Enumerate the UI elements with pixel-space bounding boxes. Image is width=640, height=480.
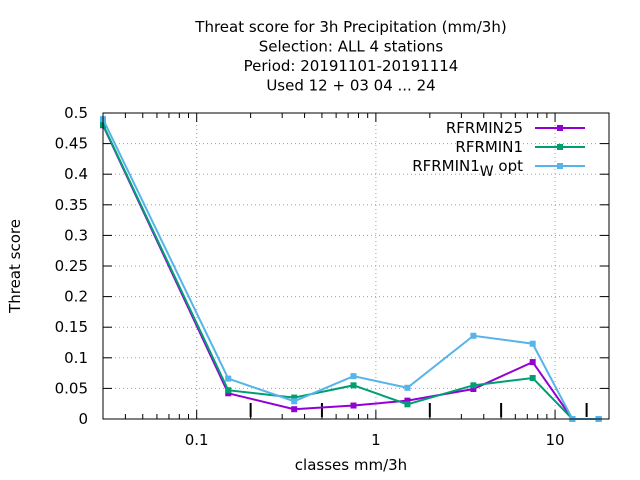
data-point (470, 386, 477, 393)
y-tick-label: 0.45 (55, 135, 88, 153)
legend-entry: RFRMIN1W opt (412, 157, 585, 180)
legend-swatch-marker (557, 163, 563, 169)
data-point (529, 374, 536, 381)
data-point (350, 373, 357, 380)
y-tick-label: 0.25 (55, 257, 88, 275)
axis-ticks (102, 112, 610, 420)
legend-label-name: RFRMIN25 (446, 119, 523, 137)
data-point (529, 359, 536, 366)
data-point (291, 394, 298, 401)
data-point (404, 384, 411, 391)
legend-swatch-marker (557, 125, 563, 131)
title-line: Threat score for 3h Precipitation (mm/3h… (194, 18, 506, 36)
data-point (225, 375, 232, 382)
chart-title: Threat score for 3h Precipitation (mm/3h… (194, 18, 506, 95)
y-tick-label: 0.3 (64, 226, 88, 244)
data-point (404, 397, 411, 404)
data-point (470, 332, 477, 339)
legend-swatch-marker (557, 144, 563, 150)
data-point (350, 382, 357, 389)
data-point (291, 398, 298, 405)
data-point (291, 406, 298, 413)
title-line: Period: 20191101-20191114 (244, 57, 459, 75)
legend-label: RFRMIN25 (446, 119, 523, 137)
series-2 (100, 116, 602, 422)
series-lines (100, 116, 602, 422)
y-tick-label: 0.2 (64, 288, 88, 306)
legend-label-suffix: opt (494, 157, 523, 175)
x-axis-label: classes mm/3h (295, 456, 407, 474)
legend-label: RFRMIN1 (455, 138, 523, 156)
y-tick-label: 0.05 (55, 379, 88, 397)
title-line: Used 12 + 03 04 ... 24 (266, 77, 435, 95)
y-tick-label: 0 (78, 410, 88, 428)
x-tick-labels: 0.1 1 10 (185, 431, 565, 449)
legend-entry: RFRMIN1 (455, 138, 585, 156)
data-point (350, 402, 357, 409)
data-point (225, 387, 232, 394)
y-tick-label: 0.15 (55, 318, 88, 336)
data-point (225, 390, 232, 397)
legend-entry: RFRMIN25 (446, 119, 585, 137)
x-tick-label: 1 (371, 431, 381, 449)
legend-label-subscript: W (480, 164, 494, 180)
legend-label: RFRMIN1W opt (412, 157, 523, 180)
x-tick-label: 10 (546, 431, 565, 449)
y-tick-label: 0.1 (64, 349, 88, 367)
data-point (529, 340, 536, 347)
legend-label-name: RFRMIN1 (412, 157, 480, 175)
legend-label-name: RFRMIN1 (455, 138, 523, 156)
data-point (470, 382, 477, 389)
plot-frame (102, 112, 610, 420)
y-axis-label: Threat score (6, 219, 24, 314)
y-tick-label: 0.5 (64, 104, 88, 122)
x-tick-label: 0.1 (185, 431, 209, 449)
data-point (404, 401, 411, 408)
grid (103, 113, 609, 419)
y-tick-label: 0.4 (64, 165, 88, 183)
title-line: Selection: ALL 4 stations (259, 38, 444, 56)
y-tick-labels: 0 0.05 0.1 0.15 0.2 0.25 0.3 0.35 0.4 0.45 0.5 (55, 104, 88, 428)
y-tick-label: 0.35 (55, 196, 88, 214)
